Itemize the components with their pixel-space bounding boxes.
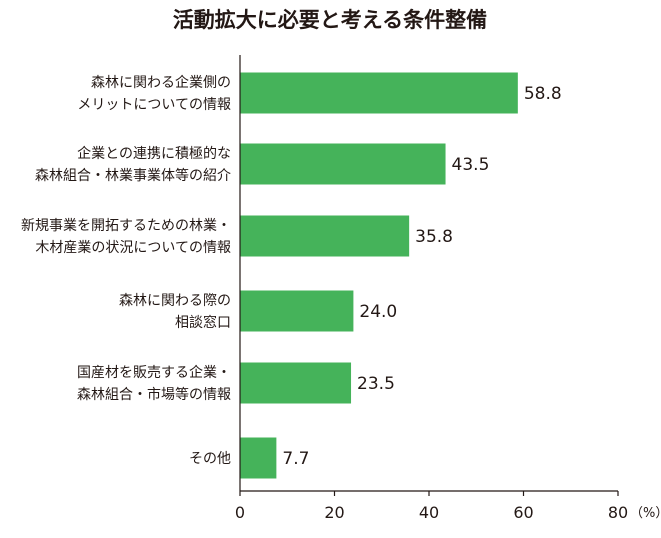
data-label: 24.0 (359, 302, 397, 322)
category-label: 相談窓口 (175, 314, 231, 331)
x-tick-label: 40 (419, 503, 439, 522)
bar (240, 362, 352, 404)
x-tick-label: 60 (513, 503, 533, 522)
category-label: 新規事業を開拓するための林業・ (21, 218, 231, 234)
data-label: 58.8 (524, 84, 562, 104)
bar (240, 437, 277, 479)
category-label: 企業との連携に積極的な (77, 145, 231, 162)
bar (240, 215, 410, 257)
category-label: メリットについての情報 (77, 97, 231, 113)
data-label: 7.7 (282, 449, 309, 469)
data-label: 23.5 (357, 374, 395, 394)
x-tick-label: 0 (235, 503, 245, 522)
data-label: 43.5 (452, 155, 490, 175)
category-label: 木材産業の状況についての情報 (35, 240, 231, 256)
x-unit-label: （%） (630, 506, 661, 521)
chart-title: 活動拡大に必要と考える条件整備 (173, 8, 487, 32)
category-label: 森林に関わる際の (119, 293, 231, 309)
bar (240, 72, 518, 114)
bar (240, 290, 354, 332)
x-tick-label: 20 (324, 503, 344, 522)
data-label: 35.8 (415, 227, 453, 247)
category-label: 国産材を販売する企業・ (77, 364, 231, 381)
category-label: 森林組合・林業事業体等の紹介 (35, 167, 231, 184)
category-label: 森林に関わる企業側の (91, 74, 231, 91)
category-label: その他 (189, 451, 231, 467)
bar (240, 143, 446, 185)
category-label: 森林組合・市場等の情報 (77, 386, 231, 403)
x-tick-label: 80 (608, 503, 628, 522)
